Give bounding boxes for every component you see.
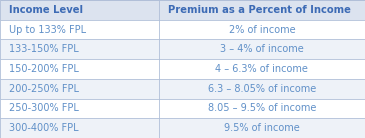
Text: 8.05 – 9.5% of income: 8.05 – 9.5% of income (208, 103, 316, 113)
Text: Income Level: Income Level (9, 5, 83, 15)
Text: 300-400% FPL: 300-400% FPL (9, 123, 79, 133)
Bar (0, 59, 365, 79)
Text: 150-200% FPL: 150-200% FPL (9, 64, 79, 74)
Text: 133-150% FPL: 133-150% FPL (9, 44, 79, 54)
Bar (0, 118, 365, 138)
Bar (0, 20, 365, 39)
Text: Up to 133% FPL: Up to 133% FPL (9, 25, 86, 35)
Text: 200-250% FPL: 200-250% FPL (9, 84, 79, 94)
Text: 250-300% FPL: 250-300% FPL (9, 103, 79, 113)
Text: 4 – 6.3% of income: 4 – 6.3% of income (215, 64, 308, 74)
Text: Premium as a Percent of Income: Premium as a Percent of Income (168, 5, 351, 15)
Text: 3 – 4% of income: 3 – 4% of income (220, 44, 304, 54)
Text: 2% of income: 2% of income (228, 25, 295, 35)
Bar (0, 39, 365, 59)
Bar (0, 79, 365, 99)
Bar (0, 0, 365, 20)
Text: 9.5% of income: 9.5% of income (224, 123, 300, 133)
Bar (0, 99, 365, 118)
Text: 6.3 – 8.05% of income: 6.3 – 8.05% of income (208, 84, 316, 94)
